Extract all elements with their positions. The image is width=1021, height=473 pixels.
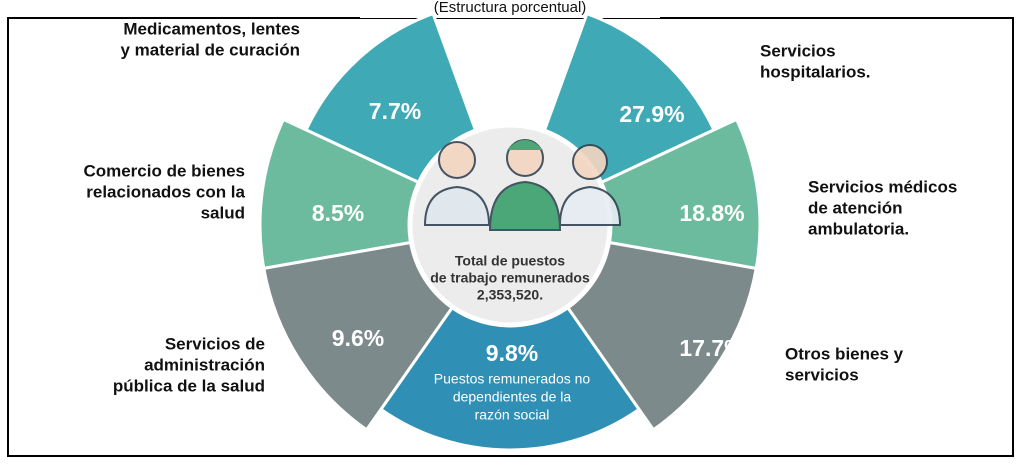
segment-label: Comercio de bienes	[83, 161, 245, 180]
center-text: de trabajo remunerados	[430, 270, 590, 286]
segment-label: hospitalarios.	[760, 62, 871, 81]
infographic: (Estructura porcentual) Total de puestos…	[0, 0, 1021, 473]
segment-label: Otros bienes y	[785, 344, 904, 363]
segment-value: 8.5%	[312, 200, 364, 226]
subtitle: (Estructura porcentual)	[434, 0, 587, 16]
center-text: 2,353,520.	[477, 287, 543, 303]
segment-label: salud	[201, 203, 245, 222]
bottom-text: Puestos remunerados no	[434, 371, 591, 387]
segment-value: 7.7%	[369, 98, 421, 124]
segment-label: Medicamentos, lentes	[123, 19, 300, 38]
segment-value: 9.6%	[332, 325, 384, 351]
segment-value: 27.9%	[619, 101, 684, 127]
segment-value: 18.8%	[679, 200, 744, 226]
center-text: Total de puestos	[455, 253, 565, 269]
segment-label: y material de curación	[120, 40, 300, 59]
bottom-value: 9.8%	[486, 340, 538, 366]
segment-label: Servicios médicos	[808, 177, 957, 196]
segment-label: de atención	[808, 198, 902, 217]
segment-label: Servicios	[760, 41, 836, 60]
segment-label: ambulatoria.	[808, 219, 909, 238]
segment-label: servicios	[785, 365, 859, 384]
segment-label: relacionados con la	[86, 182, 245, 201]
segment-value: 17.7%	[679, 335, 744, 361]
segment-label: Servicios de	[165, 334, 265, 353]
bottom-text: razón social	[475, 407, 550, 423]
bottom-text: dependientes de la	[453, 389, 572, 405]
segment-label: pública de la salud	[113, 376, 265, 395]
segment-label: administración	[144, 355, 265, 374]
